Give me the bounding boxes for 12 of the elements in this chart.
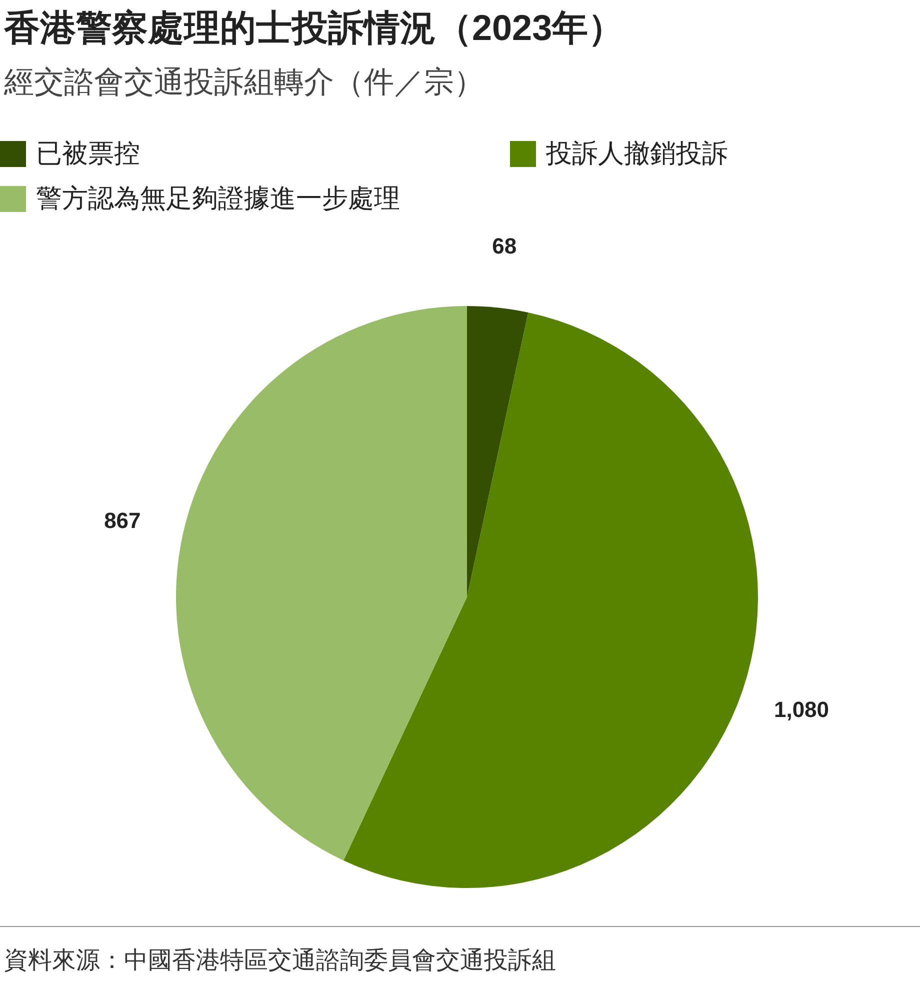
data-label: 1,080: [774, 697, 830, 722]
source-note: 資料來源：中國香港特區交通諮詢委員會交通投訴組: [4, 946, 556, 976]
pie-slice: [344, 312, 758, 888]
chart-subtitle: 經交諮會交通投訴組轉介（件／宗）: [4, 65, 484, 101]
chart-title: 香港警察處理的士投訴情況（2023年）: [4, 6, 624, 50]
pie-slice: [467, 306, 528, 597]
legend-label: 警方認為無足夠證據進一步處理: [36, 182, 400, 215]
data-label: 68: [492, 233, 517, 258]
data-label: 867: [104, 508, 141, 533]
legend-label: 已被票控: [36, 137, 140, 170]
pie-slice: [176, 306, 467, 861]
legend-label: 投訴人撤銷投訴: [546, 137, 728, 170]
